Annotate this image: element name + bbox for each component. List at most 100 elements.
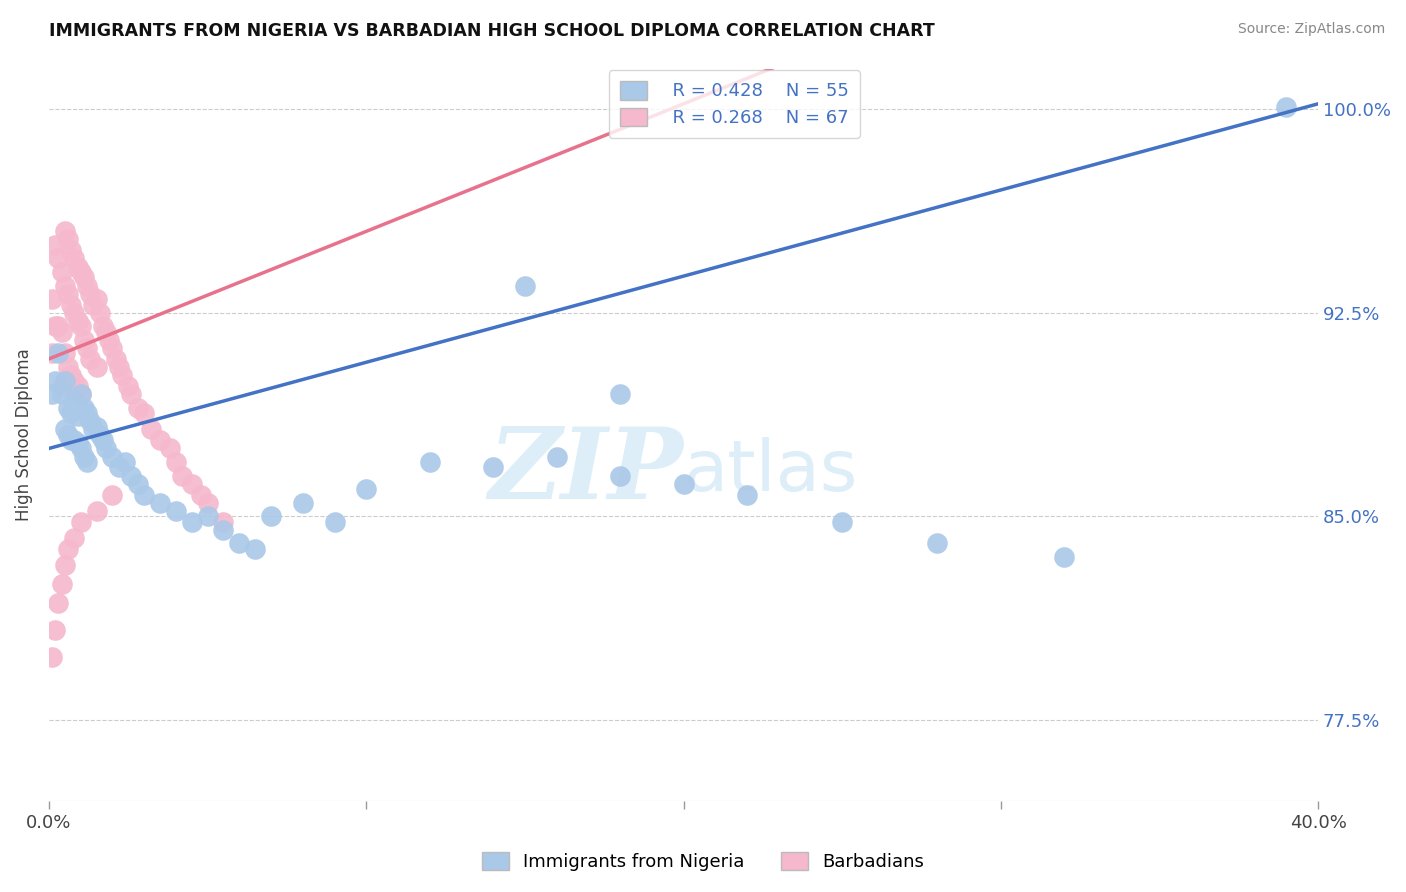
Point	[101, 450, 124, 464]
Point	[41, 650, 63, 665]
Point	[127, 476, 149, 491]
Point	[121, 387, 143, 401]
Point	[94, 442, 117, 456]
Point	[735, 487, 758, 501]
Point	[197, 509, 219, 524]
Point	[69, 265, 91, 279]
Point	[60, 406, 83, 420]
Point	[1275, 99, 1298, 113]
Point	[69, 442, 91, 456]
Point	[56, 359, 79, 374]
Point	[165, 455, 187, 469]
Point	[1053, 549, 1076, 564]
Point	[66, 409, 89, 423]
Point	[101, 341, 124, 355]
Point	[44, 319, 66, 334]
Point	[63, 306, 86, 320]
Point	[69, 387, 91, 401]
Point	[98, 333, 121, 347]
Point	[212, 523, 235, 537]
Point	[48, 596, 70, 610]
Point	[86, 292, 108, 306]
Point	[60, 368, 83, 383]
Point	[66, 436, 89, 450]
Point	[114, 455, 136, 469]
Point	[51, 265, 73, 279]
Point	[291, 496, 314, 510]
Text: atlas: atlas	[683, 437, 858, 506]
Point	[134, 487, 156, 501]
Point	[53, 422, 76, 436]
Point	[69, 387, 91, 401]
Point	[63, 531, 86, 545]
Point	[419, 455, 441, 469]
Point	[260, 509, 283, 524]
Point	[91, 434, 114, 448]
Point	[51, 379, 73, 393]
Point	[73, 270, 96, 285]
Point	[91, 319, 114, 334]
Point	[53, 558, 76, 573]
Point	[41, 387, 63, 401]
Point	[117, 379, 139, 393]
Point	[76, 278, 98, 293]
Point	[165, 504, 187, 518]
Point	[53, 346, 76, 360]
Point	[44, 374, 66, 388]
Point	[86, 504, 108, 518]
Point	[107, 460, 129, 475]
Point	[172, 468, 194, 483]
Point	[927, 536, 949, 550]
Point	[48, 252, 70, 266]
Point	[51, 577, 73, 591]
Y-axis label: High School Diploma: High School Diploma	[15, 349, 32, 521]
Point	[111, 368, 134, 383]
Point	[73, 333, 96, 347]
Point	[101, 487, 124, 501]
Point	[66, 314, 89, 328]
Point	[56, 401, 79, 415]
Point	[94, 325, 117, 339]
Point	[82, 297, 104, 311]
Point	[41, 292, 63, 306]
Text: Source: ZipAtlas.com: Source: ZipAtlas.com	[1237, 22, 1385, 37]
Text: IMMIGRANTS FROM NIGERIA VS BARBADIAN HIGH SCHOOL DIPLOMA CORRELATION CHART: IMMIGRANTS FROM NIGERIA VS BARBADIAN HIG…	[49, 22, 935, 40]
Point	[190, 487, 212, 501]
Point	[546, 450, 568, 464]
Point	[76, 406, 98, 420]
Point	[73, 401, 96, 415]
Point	[48, 346, 70, 360]
Point	[53, 224, 76, 238]
Point	[482, 460, 505, 475]
Point	[104, 351, 127, 366]
Point	[44, 238, 66, 252]
Point	[609, 468, 631, 483]
Point	[89, 428, 111, 442]
Point	[609, 387, 631, 401]
Point	[86, 359, 108, 374]
Point	[69, 515, 91, 529]
Point	[44, 624, 66, 638]
Point	[356, 482, 378, 496]
Point	[76, 341, 98, 355]
Point	[41, 346, 63, 360]
Point	[48, 319, 70, 334]
Point	[159, 442, 181, 456]
Point	[86, 419, 108, 434]
Point	[672, 476, 695, 491]
Point	[180, 476, 202, 491]
Point	[831, 515, 853, 529]
Point	[107, 359, 129, 374]
Point	[197, 496, 219, 510]
Point	[127, 401, 149, 415]
Point	[69, 319, 91, 334]
Point	[73, 450, 96, 464]
Point	[139, 422, 162, 436]
Point	[513, 278, 536, 293]
Legend: Immigrants from Nigeria, Barbadians: Immigrants from Nigeria, Barbadians	[475, 845, 931, 879]
Point	[89, 306, 111, 320]
Point	[56, 286, 79, 301]
Point	[79, 351, 101, 366]
Point	[56, 428, 79, 442]
Point	[66, 379, 89, 393]
